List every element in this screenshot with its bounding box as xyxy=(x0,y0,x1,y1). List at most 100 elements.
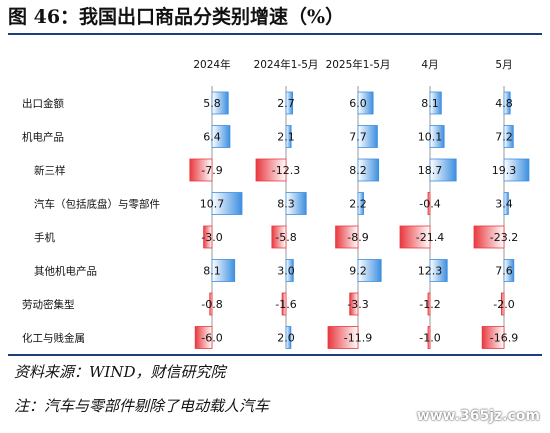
bar xyxy=(285,192,307,215)
bar xyxy=(327,326,359,349)
value-label: -5.8 xyxy=(275,231,296,244)
bar xyxy=(503,259,515,282)
footer-rule xyxy=(8,354,542,356)
value-label: 10.1 xyxy=(418,131,443,144)
bar xyxy=(503,158,530,182)
column-header: 4月 xyxy=(421,59,438,71)
value-label: 3.4 xyxy=(495,198,513,211)
bar xyxy=(271,225,287,249)
value-label: 8.1 xyxy=(421,97,439,110)
bar xyxy=(503,192,509,215)
value-label: 19.3 xyxy=(492,164,517,177)
value-label: -21.4 xyxy=(416,231,444,244)
value-label: 18.7 xyxy=(418,164,443,177)
bar xyxy=(357,192,364,215)
category-label: 化工与贱金属 xyxy=(22,332,85,345)
value-label: 12.3 xyxy=(418,265,443,278)
bar xyxy=(335,225,359,249)
bar xyxy=(473,225,505,249)
bar xyxy=(285,259,294,282)
value-label: 6.0 xyxy=(349,97,367,110)
value-label: -0.8 xyxy=(201,298,222,311)
bar xyxy=(503,91,511,115)
category-label: 新三样 xyxy=(34,164,66,177)
bar xyxy=(357,259,382,282)
category-label: 汽车（包括底盘）与零部件 xyxy=(34,198,160,211)
footnote: 注：汽车与零部件剔除了电动载人汽车 xyxy=(14,397,270,415)
bar xyxy=(427,292,431,316)
value-label: -3.0 xyxy=(201,231,222,244)
category-label: 手机 xyxy=(34,231,55,244)
bar xyxy=(203,225,213,249)
bar xyxy=(429,259,448,282)
bar xyxy=(349,292,359,316)
column-header: 5月 xyxy=(495,59,512,71)
bar xyxy=(501,292,505,316)
bar xyxy=(429,91,442,115)
bar xyxy=(211,125,231,148)
bar xyxy=(429,125,445,148)
value-label: 6.4 xyxy=(203,131,221,144)
value-label: -16.9 xyxy=(490,332,518,345)
value-label: 4.8 xyxy=(495,97,513,110)
bar xyxy=(211,259,236,282)
value-label: -2.0 xyxy=(493,298,514,311)
value-label: 2.7 xyxy=(277,97,295,110)
bar xyxy=(503,125,514,148)
bar xyxy=(285,91,293,115)
bar xyxy=(481,326,505,349)
value-label: -1.0 xyxy=(419,332,440,345)
value-label: 7.6 xyxy=(495,265,513,278)
column-header: 2024年 xyxy=(193,58,230,71)
value-label: 2.2 xyxy=(349,198,367,211)
value-label: -8.9 xyxy=(347,231,368,244)
value-label: -7.9 xyxy=(201,164,222,177)
chart-area: 2024年 2024年1-5月 2025年1-5月 4月 5月出口金额机电产品新三样汽车… xyxy=(22,58,530,349)
column-header: 2025年1-5月 xyxy=(326,58,391,71)
title-rule xyxy=(8,33,542,35)
bar xyxy=(255,158,287,182)
bar xyxy=(427,192,431,215)
chart-title: 图 46：我国出口商品分类别增速（%） xyxy=(8,6,345,28)
value-label: -3.3 xyxy=(347,298,368,311)
bar xyxy=(285,125,292,148)
bar xyxy=(285,326,292,349)
value-label: 8.1 xyxy=(203,265,221,278)
bar xyxy=(209,292,213,316)
bar xyxy=(357,91,374,115)
value-label: 8.3 xyxy=(277,198,295,211)
bar xyxy=(281,292,287,316)
value-label: 2.1 xyxy=(277,131,295,144)
watermark: www.365jz.com xyxy=(416,408,540,424)
value-label: 3.0 xyxy=(277,265,295,278)
category-label: 劳动密集型 xyxy=(22,298,75,311)
bar xyxy=(427,326,431,349)
value-label: 9.2 xyxy=(349,265,367,278)
value-label: 7.2 xyxy=(495,131,513,144)
value-label: 8.2 xyxy=(349,164,367,177)
bar xyxy=(189,158,213,182)
value-label: -6.0 xyxy=(201,332,222,345)
category-label: 机电产品 xyxy=(22,131,64,144)
value-label: -11.9 xyxy=(344,332,372,345)
value-label: -12.3 xyxy=(272,164,300,177)
bar xyxy=(429,158,457,182)
bar xyxy=(211,192,243,215)
value-label: 10.7 xyxy=(200,198,225,211)
bar xyxy=(357,158,380,182)
value-label: -1.6 xyxy=(275,298,296,311)
category-label: 出口金额 xyxy=(22,97,64,110)
source-note: 资料来源：WIND，财信研究院 xyxy=(14,363,226,381)
bar xyxy=(194,326,213,349)
column-header: 2024年1-5月 xyxy=(254,58,319,71)
value-label: 5.8 xyxy=(203,97,221,110)
bar xyxy=(357,125,378,148)
bar xyxy=(211,91,229,115)
value-label: -0.4 xyxy=(419,198,440,211)
value-label: 2.0 xyxy=(277,332,295,345)
value-label: 7.7 xyxy=(349,131,367,144)
category-label: 其他机电产品 xyxy=(34,265,97,278)
value-label: -23.2 xyxy=(490,231,518,244)
bar xyxy=(399,225,431,249)
value-label: -1.2 xyxy=(419,298,440,311)
